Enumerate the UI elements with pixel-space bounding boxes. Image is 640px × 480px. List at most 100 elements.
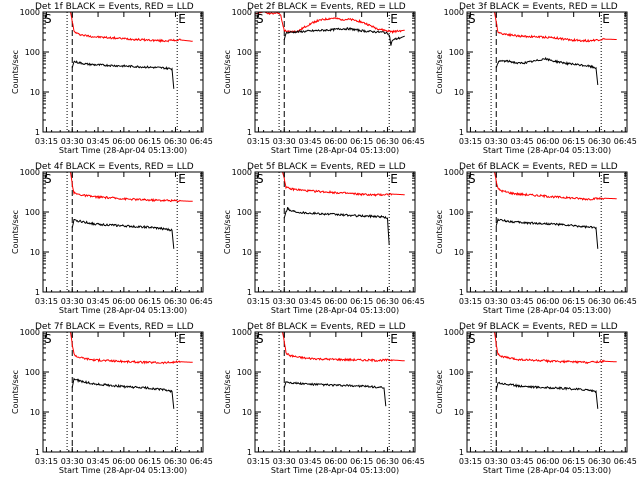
x-axis-title: Start Time (28-Apr-04 05:13:00) [271,306,399,315]
y-tick-label: 1000 [444,168,464,177]
event-marker-e: E [178,12,186,26]
series-group [282,332,405,407]
lld-rate-line [70,332,193,365]
y-tick-label: 1 [35,448,40,457]
detector-panel-2: Det 2f BLACK = Events, RED = LLD 1 10 100 10… [223,2,425,155]
x-tick-label: 06:30 [588,457,611,466]
x-tick-label: 06:00 [536,457,559,466]
y-tick-label: 100 [237,48,252,57]
y-tick-label: 10 [242,248,252,257]
y-tick-label: 1 [459,448,464,457]
y-tick-label: 1 [459,288,464,297]
event-rate-line [283,380,387,407]
series-group [282,172,405,246]
y-tick-label: 100 [25,208,40,217]
x-tick-label: 06:15 [350,137,373,146]
x-tick-label: 06:45 [190,457,213,466]
y-tick-label: 1000 [444,328,464,337]
detector-panel-6: Det 6f BLACK = Events, RED = LLD 1 10 100 10… [435,162,637,315]
lld-rate-line [70,172,193,203]
detector-panel-5: Det 5f BLACK = Events, RED = LLD 1 10 100 10… [223,162,425,315]
y-tick-label: 1 [35,128,40,137]
event-marker-e: E [602,12,610,26]
plot-frame [254,331,416,453]
x-tick-label: 03:30 [61,297,84,306]
x-axis-title: Start Time (28-Apr-04 05:13:00) [59,306,187,315]
y-tick-label: 1000 [20,8,40,17]
detector-panel-1: Det 1f BLACK = Events, RED = LLD 1 10 100 10… [11,2,213,155]
panel-title: Det 9f BLACK = Events, RED = LLD [459,322,618,332]
y-tick-label: 10 [454,88,464,97]
x-tick-label: 03:30 [273,137,296,146]
series-group [70,332,193,409]
x-tick-label: 06:45 [190,297,213,306]
y-axis-title: Counts/sec [435,50,444,94]
x-tick-label: 03:45 [87,297,110,306]
event-rate-line [495,56,599,86]
event-rate-line [71,377,175,409]
x-tick-label: 06:45 [614,137,637,146]
x-tick-label: 03:15 [247,297,270,306]
x-axis-title: Start Time (28-Apr-04 05:13:00) [483,466,611,475]
event-marker-s: S [44,172,52,186]
x-tick-label: 06:00 [324,457,347,466]
x-axis-title: Start Time (28-Apr-04 05:13:00) [59,146,187,155]
x-tick-label: 06:30 [164,457,187,466]
x-tick-label: 06:30 [376,457,399,466]
panel-title: Det 1f BLACK = Events, RED = LLD [35,2,194,12]
x-tick-label: 03:15 [35,457,58,466]
y-axis-title: Counts/sec [223,210,232,254]
x-tick-label: 03:45 [299,297,322,306]
x-tick-label: 03:15 [247,457,270,466]
event-marker-e: E [178,332,186,346]
lld-rate-line [70,12,193,43]
y-tick-label: 100 [25,368,40,377]
x-tick-label: 06:45 [402,137,425,146]
y-tick-label: 1 [459,128,464,137]
plot-frame [42,11,204,133]
event-marker-e: E [390,332,398,346]
event-marker-s: S [468,332,476,346]
x-tick-label: 06:00 [324,297,347,306]
x-tick-label: 06:15 [350,457,373,466]
x-tick-label: 03:30 [485,137,508,146]
event-marker-s: S [468,12,476,26]
series-group [494,172,617,249]
x-tick-label: 06:15 [562,297,585,306]
plot-frame [254,11,416,133]
x-axis-title: Start Time (28-Apr-04 05:13:00) [59,466,187,475]
y-tick-label: 1 [247,128,252,137]
y-tick-label: 1000 [20,168,40,177]
y-tick-label: 1000 [232,8,252,17]
y-tick-label: 10 [30,408,40,417]
lld-rate-line [282,172,405,197]
y-tick-label: 10 [454,408,464,417]
x-tick-label: 06:15 [562,457,585,466]
event-rate-line [283,27,405,46]
y-tick-label: 100 [237,368,252,377]
x-tick-label: 06:45 [614,457,637,466]
event-marker-e: E [390,12,398,26]
x-tick-label: 06:00 [536,137,559,146]
detector-panel-4: Det 4f BLACK = Events, RED = LLD 1 10 100 10… [11,162,213,315]
x-tick-label: 03:15 [35,297,58,306]
panel-title: Det 5f BLACK = Events, RED = LLD [247,162,406,172]
series-group [70,12,193,89]
x-axis-title: Start Time (28-Apr-04 05:13:00) [271,146,399,155]
x-tick-label: 06:30 [376,137,399,146]
x-tick-label: 06:15 [350,297,373,306]
y-tick-label: 100 [25,48,40,57]
y-axis-title: Counts/sec [223,50,232,94]
detector-panel-3: Det 3f BLACK = Events, RED = LLD 1 10 100 10… [435,2,637,155]
lld-rate-line [494,332,617,365]
y-tick-label: 10 [454,248,464,257]
y-tick-label: 100 [449,208,464,217]
y-tick-label: 100 [449,48,464,57]
y-axis-title: Counts/sec [11,50,20,94]
panel-title: Det 7f BLACK = Events, RED = LLD [35,322,194,332]
y-tick-label: 1000 [232,168,252,177]
x-tick-label: 03:30 [485,457,508,466]
event-marker-s: S [256,12,264,26]
series-group [70,172,193,249]
